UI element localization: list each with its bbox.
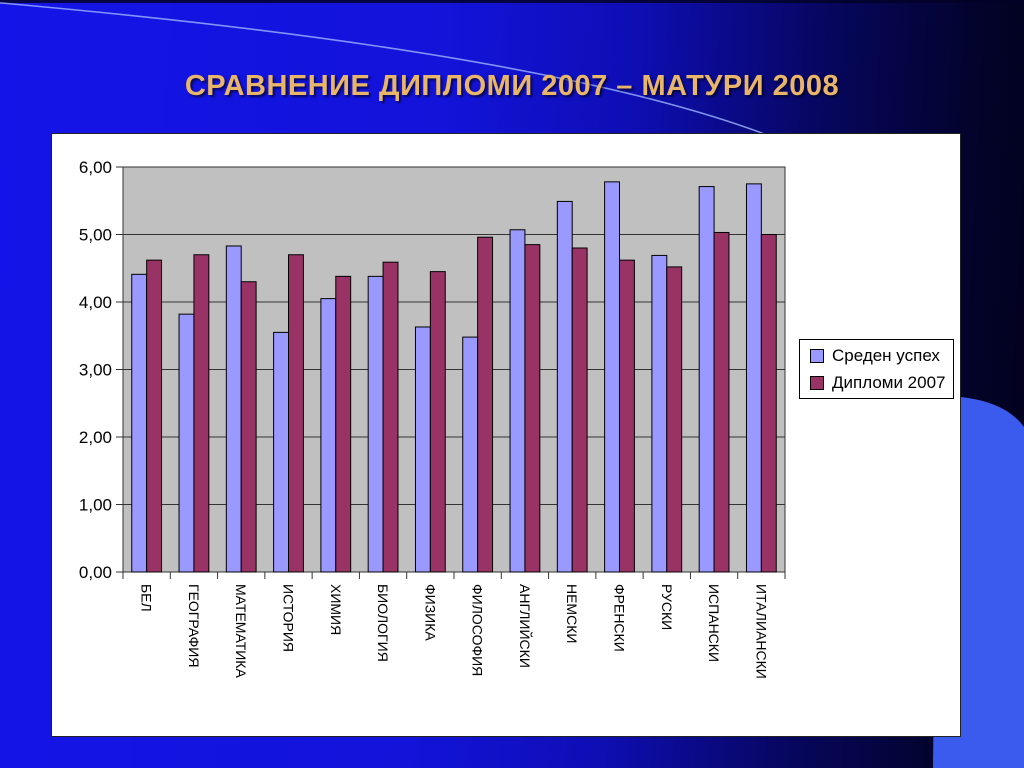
bar-0-4 bbox=[320, 298, 337, 573]
legend-label-diplomi-2007: Дипломи 2007 bbox=[832, 372, 946, 392]
y-tick-label: 4,00 bbox=[79, 293, 112, 312]
x-category-label: ФИЗИКА bbox=[422, 584, 438, 641]
x-category-label: ФИЛОСОФИЯ bbox=[470, 584, 486, 676]
bar-1-1 bbox=[193, 254, 210, 573]
legend-chip-sreden-uspeh bbox=[810, 348, 824, 363]
legend-chip-diplomi-2007 bbox=[810, 375, 824, 390]
bar-0-13 bbox=[745, 183, 762, 573]
bar-0-6 bbox=[414, 326, 431, 573]
x-category-label: ИСТОРИЯ bbox=[281, 584, 297, 652]
bar-1-13 bbox=[760, 234, 777, 573]
bar-1-11 bbox=[666, 266, 683, 573]
bar-1-9 bbox=[571, 247, 588, 573]
y-tick-label: 5,00 bbox=[79, 226, 112, 245]
bar-0-8 bbox=[509, 229, 526, 573]
x-category-label: РУСКИ bbox=[659, 584, 675, 630]
slide-title: СРАВНЕНИЕ ДИПЛОМИ 2007 – МАТУРИ 2008 bbox=[184, 70, 840, 102]
bar-1-10 bbox=[619, 259, 635, 573]
bar-0-5 bbox=[367, 275, 384, 573]
bar-1-12 bbox=[713, 231, 730, 573]
y-tick-label: 0,00 bbox=[79, 563, 112, 582]
bar-1-8 bbox=[524, 244, 541, 573]
bar-1-5 bbox=[382, 261, 399, 573]
bar-1-0 bbox=[146, 259, 163, 573]
chart-legend: Среден успех Дипломи 2007 bbox=[799, 339, 954, 399]
legend-item-diplomi-2007: Дипломи 2007 bbox=[810, 373, 953, 393]
chart-panel: 0,00 1,00 2,00 3,00 4,00 5,00 6,00 БЕЛ ГЕОГРАФИЯ… bbox=[51, 133, 961, 737]
legend-item-sreden-uspeh: Среден успех bbox=[810, 346, 953, 366]
x-category-label: МАТЕМАТИКА bbox=[233, 584, 249, 678]
comparison-bar-chart: 0,00 1,00 2,00 3,00 4,00 5,00 6,00 БЕЛ ГЕОГРАФИЯ… bbox=[79, 158, 786, 679]
bar-0-0 bbox=[131, 273, 148, 573]
bar-0-10 bbox=[604, 181, 620, 573]
legend-label-sreden-uspeh: Среден успех bbox=[832, 345, 940, 365]
x-category-label: ХИМИЯ bbox=[328, 584, 344, 635]
x-category-label: АНГЛИЙСКИ bbox=[517, 584, 534, 668]
bar-0-11 bbox=[651, 254, 668, 573]
y-tick-label: 1,00 bbox=[79, 496, 112, 515]
bar-1-6 bbox=[429, 271, 446, 573]
x-category-label: НЕМСКИ bbox=[564, 584, 580, 643]
bar-1-7 bbox=[477, 236, 494, 573]
x-category-label: ИСПАНСКИ bbox=[706, 584, 722, 662]
x-category-label: БЕЛ bbox=[139, 584, 155, 612]
bar-1-4 bbox=[335, 275, 352, 573]
x-category-label: БИОЛОГИЯ bbox=[375, 584, 391, 662]
x-category-label: ФРЕНСКИ bbox=[612, 584, 628, 652]
bar-0-9 bbox=[556, 200, 573, 573]
y-tick-label: 3,00 bbox=[79, 361, 112, 380]
bar-0-3 bbox=[273, 331, 289, 573]
bar-1-2 bbox=[240, 281, 257, 573]
top-edge-strip bbox=[0, 0, 1024, 3]
y-tick-label: 6,00 bbox=[79, 158, 112, 177]
bar-0-12 bbox=[698, 186, 715, 573]
bar-1-3 bbox=[288, 254, 304, 573]
bar-0-2 bbox=[225, 245, 242, 573]
bar-0-7 bbox=[462, 336, 479, 573]
bar-0-1 bbox=[178, 313, 195, 573]
y-tick-label: 2,00 bbox=[79, 428, 112, 447]
x-category-label: ГЕОГРАФИЯ bbox=[186, 584, 202, 667]
x-category-label: ИТАЛИАНСКИ bbox=[753, 584, 769, 679]
